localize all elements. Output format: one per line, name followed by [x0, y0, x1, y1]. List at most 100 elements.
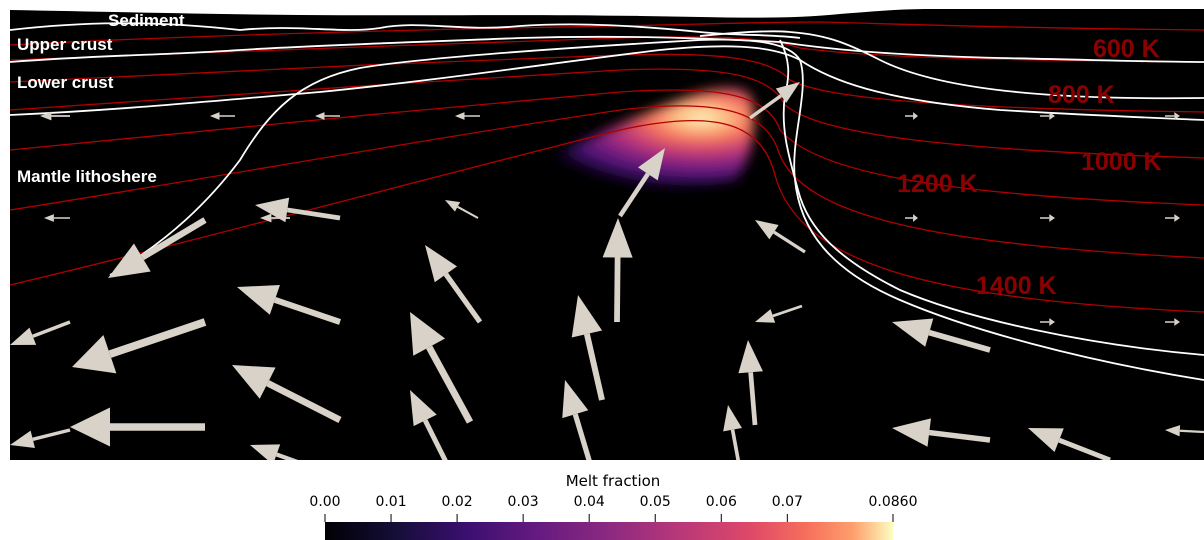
colorbar-tick-label: 0.0860 [869, 494, 918, 510]
arrow-head [72, 334, 117, 374]
velocity-arrow [10, 428, 71, 448]
mantle-label: Mantle lithoshere [17, 167, 157, 186]
arrow-shaft [140, 217, 207, 261]
velocity-arrow [410, 312, 474, 424]
colorbar-tick-label: 0.04 [574, 494, 605, 510]
velocity-arrow [210, 112, 235, 120]
layer-labels: Sediment Upper crust Lower crust Mantle … [17, 11, 185, 186]
isotherm-line [10, 68, 1204, 159]
arrow-head [410, 390, 437, 427]
colorbar-tick-label: 0.00 [309, 494, 340, 510]
arrow-shaft [773, 230, 806, 254]
velocity-arrow [602, 218, 633, 323]
velocity-arrow [445, 200, 479, 219]
arrow-head [638, 148, 665, 181]
velocity-arrow [905, 214, 918, 222]
colorbar-title: Melt fraction [566, 472, 661, 490]
velocity-arrow [1028, 428, 1111, 460]
arrow-shaft [572, 413, 592, 460]
arrow-head [775, 82, 800, 103]
arrow-head [455, 112, 465, 120]
velocity-arrow [755, 220, 806, 254]
arrow-shaft [422, 419, 448, 460]
arrow-head [410, 312, 446, 356]
velocity-arrow [72, 318, 207, 374]
velocity-arrow [108, 217, 207, 278]
arrow-head [44, 214, 54, 222]
velocity-arrow [232, 365, 342, 423]
isotherm-line [10, 119, 1204, 313]
arrow-shaft [275, 452, 299, 460]
arrow-shaft [443, 272, 483, 324]
lower-crust-label: Lower crust [17, 73, 114, 92]
arrow-head [755, 220, 779, 240]
isotherm-label-1400: 1400 K [976, 272, 1057, 300]
arrow-head [562, 380, 589, 419]
arrow-shaft [32, 320, 71, 338]
arrow-shaft [928, 329, 991, 353]
isotherms [10, 21, 1204, 313]
arrow-head [40, 111, 52, 121]
arrow-head [1165, 425, 1181, 437]
isotherm-label-600: 600 K [1093, 35, 1160, 63]
arrow-shaft [614, 257, 621, 323]
colorbar-gradient [325, 522, 893, 540]
velocity-arrow [44, 214, 70, 222]
arrow-head [1174, 214, 1180, 222]
arrow-head [210, 112, 220, 120]
sediment-boundary [10, 22, 801, 39]
velocity-arrow [1040, 214, 1055, 222]
arrow-head [425, 245, 458, 283]
isotherm-line [10, 36, 1204, 63]
arrow-shaft [928, 429, 991, 443]
arrow-shaft [32, 428, 71, 441]
velocity-arrow [1040, 318, 1055, 326]
arrow-shaft [273, 297, 341, 325]
isotherm-line [10, 105, 1204, 259]
arrow-head [738, 340, 763, 374]
velocity-arrow [1165, 318, 1180, 326]
melt-region [515, 88, 755, 188]
velocity-arrows [10, 82, 1204, 460]
velocity-arrow [455, 112, 480, 120]
colorbar-tick-label: 0.02 [442, 494, 473, 510]
velocity-arrow [738, 340, 763, 426]
boundary-line [699, 30, 1204, 100]
velocity-arrow [755, 304, 803, 323]
arrow-shaft [730, 429, 741, 460]
arrow-head [1049, 318, 1055, 326]
colorbar-tick-label: 0.01 [375, 494, 406, 510]
arrow-head [571, 295, 603, 338]
velocity-arrow [40, 111, 70, 121]
arrow-shaft [1058, 437, 1111, 460]
lower-crust-boundary [10, 45, 1204, 121]
arrow-shaft [1179, 429, 1204, 434]
velocity-arrow [1040, 112, 1055, 120]
velocity-arrow [749, 82, 800, 120]
velocity-arrow [250, 444, 299, 460]
arrow-head [1049, 112, 1055, 120]
arrow-head [723, 405, 742, 432]
arrow-shaft [266, 380, 342, 423]
velocity-arrow [1165, 425, 1204, 437]
colorbar-tick-label: 0.05 [640, 494, 671, 510]
velocity-arrow [723, 405, 742, 460]
velocity-arrow [410, 390, 448, 460]
velocity-arrow [905, 112, 918, 120]
upper-crust-label: Upper crust [17, 35, 113, 54]
arrow-shaft [749, 94, 782, 120]
arrow-head [250, 444, 281, 460]
colorbar-ticks: 0.00 0.01 0.02 0.03 0.04 0.05 0.06 0.07 0.0860 [309, 494, 918, 522]
arrow-shaft [108, 318, 207, 358]
velocity-arrow [237, 284, 341, 325]
arrow-shaft [748, 372, 758, 426]
arrow-head [602, 218, 633, 258]
arrow-head [1028, 428, 1064, 453]
arrow-head [445, 200, 461, 212]
isotherm-line [10, 89, 1204, 206]
arrow-head [913, 112, 918, 120]
arrow-head [892, 418, 931, 447]
arrow-head [315, 112, 325, 120]
arrow-head [1174, 318, 1180, 326]
